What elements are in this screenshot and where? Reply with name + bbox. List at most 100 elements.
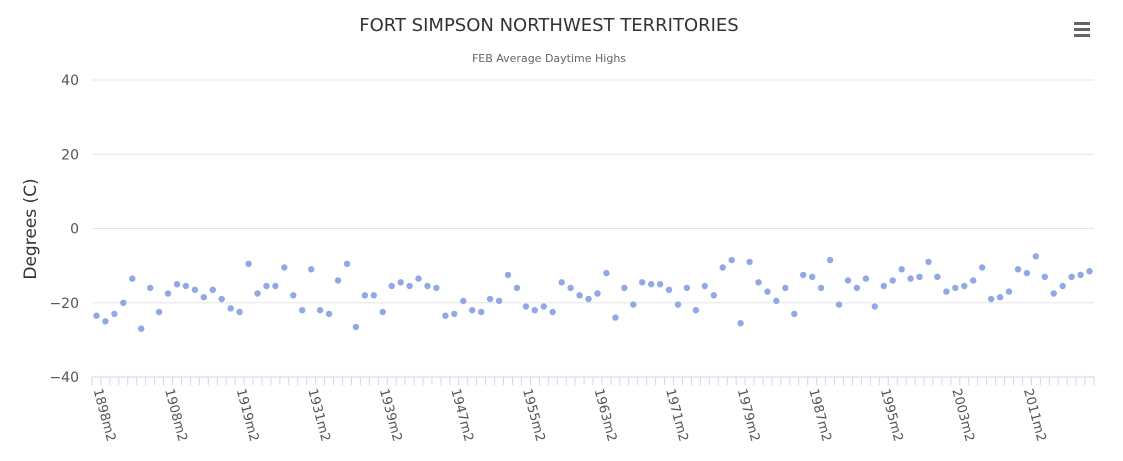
data-point[interactable] [495,297,503,305]
data-point[interactable] [272,282,279,290]
data-point[interactable] [648,281,655,288]
data-point[interactable] [809,273,816,280]
data-point[interactable] [549,308,556,316]
data-point[interactable] [147,284,154,292]
data-point[interactable] [469,307,476,314]
data-point[interactable] [603,269,610,277]
data-point[interactable] [907,275,914,282]
data-point[interactable] [111,310,118,318]
data-point[interactable] [478,308,485,316]
data-point[interactable] [164,290,172,297]
data-point[interactable] [334,277,342,284]
data-point[interactable] [442,312,449,319]
data-point[interactable] [710,292,717,299]
data-point[interactable] [209,286,216,293]
data-point[interactable] [227,305,234,312]
data-point[interactable] [996,294,1004,301]
data-point[interactable] [898,266,905,273]
data-point[interactable] [460,297,467,305]
data-point[interactable] [361,292,369,299]
data-point[interactable] [531,307,538,314]
data-point[interactable] [1023,269,1031,277]
data-point[interactable] [433,284,440,292]
data-point[interactable] [692,307,700,314]
data-point[interactable] [683,284,691,292]
data-point[interactable] [987,295,995,303]
data-point[interactable] [540,303,547,310]
data-point[interactable] [1041,273,1049,280]
data-point[interactable] [155,308,163,316]
data-point[interactable] [1050,290,1057,297]
data-point[interactable] [558,279,565,286]
data-point[interactable] [218,295,225,303]
data-point[interactable] [970,277,977,284]
data-point[interactable] [263,282,270,290]
data-point[interactable] [254,290,261,297]
data-point[interactable] [764,288,771,295]
data-point[interactable] [871,303,878,310]
data-point[interactable] [817,284,825,292]
data-point[interactable] [782,284,789,292]
data-point[interactable] [943,288,950,295]
data-point[interactable] [424,282,431,290]
data-point[interactable] [826,256,834,264]
data-point[interactable] [576,292,583,299]
data-point[interactable] [952,284,959,292]
data-point[interactable] [343,260,351,267]
data-point[interactable] [844,277,852,284]
data-point[interactable] [415,275,422,282]
data-point[interactable] [397,279,404,286]
data-point[interactable] [853,284,861,292]
data-point[interactable] [862,275,870,282]
data-point[interactable] [656,281,664,288]
data-point[interactable] [594,290,601,297]
data-point[interactable] [567,284,574,292]
data-point[interactable] [630,301,637,308]
data-point[interactable] [406,282,413,290]
data-point[interactable] [1086,268,1093,275]
data-point[interactable] [236,308,243,316]
data-point[interactable] [585,295,592,303]
data-point[interactable] [674,301,682,308]
data-point[interactable] [800,271,807,279]
data-point[interactable] [308,266,315,273]
data-point[interactable] [1005,288,1013,295]
data-point[interactable] [182,282,190,290]
data-point[interactable] [737,320,744,327]
data-point[interactable] [916,273,923,280]
data-point[interactable] [880,282,887,290]
data-point[interactable] [191,286,199,293]
data-point[interactable] [138,325,145,332]
data-point[interactable] [1014,266,1022,273]
data-point[interactable] [281,264,288,271]
hamburger-menu-icon[interactable] [1070,18,1094,40]
data-point[interactable] [1032,253,1040,260]
data-point[interactable] [835,301,843,308]
data-point[interactable] [1059,282,1066,290]
data-point[interactable] [352,323,360,331]
data-point[interactable] [290,292,297,299]
data-point[interactable] [522,303,530,310]
data-point[interactable] [773,297,780,305]
data-point[interactable] [746,258,753,266]
data-point[interactable] [93,312,100,319]
data-point[interactable] [513,284,521,292]
data-point[interactable] [451,310,458,318]
data-point[interactable] [299,307,306,314]
data-point[interactable] [388,282,395,290]
data-point[interactable] [120,299,127,306]
data-point[interactable] [325,310,333,318]
data-point[interactable] [200,294,207,301]
data-point[interactable] [889,277,896,284]
data-point[interactable] [719,264,726,271]
data-point[interactable] [504,271,512,279]
data-point[interactable] [1077,271,1084,279]
data-point[interactable] [245,260,252,267]
data-point[interactable] [316,307,324,314]
data-point[interactable] [621,284,628,292]
data-point[interactable] [639,279,646,286]
data-point[interactable] [370,292,377,299]
data-point[interactable] [102,318,109,325]
data-point[interactable] [934,273,941,280]
data-point[interactable] [486,295,494,303]
